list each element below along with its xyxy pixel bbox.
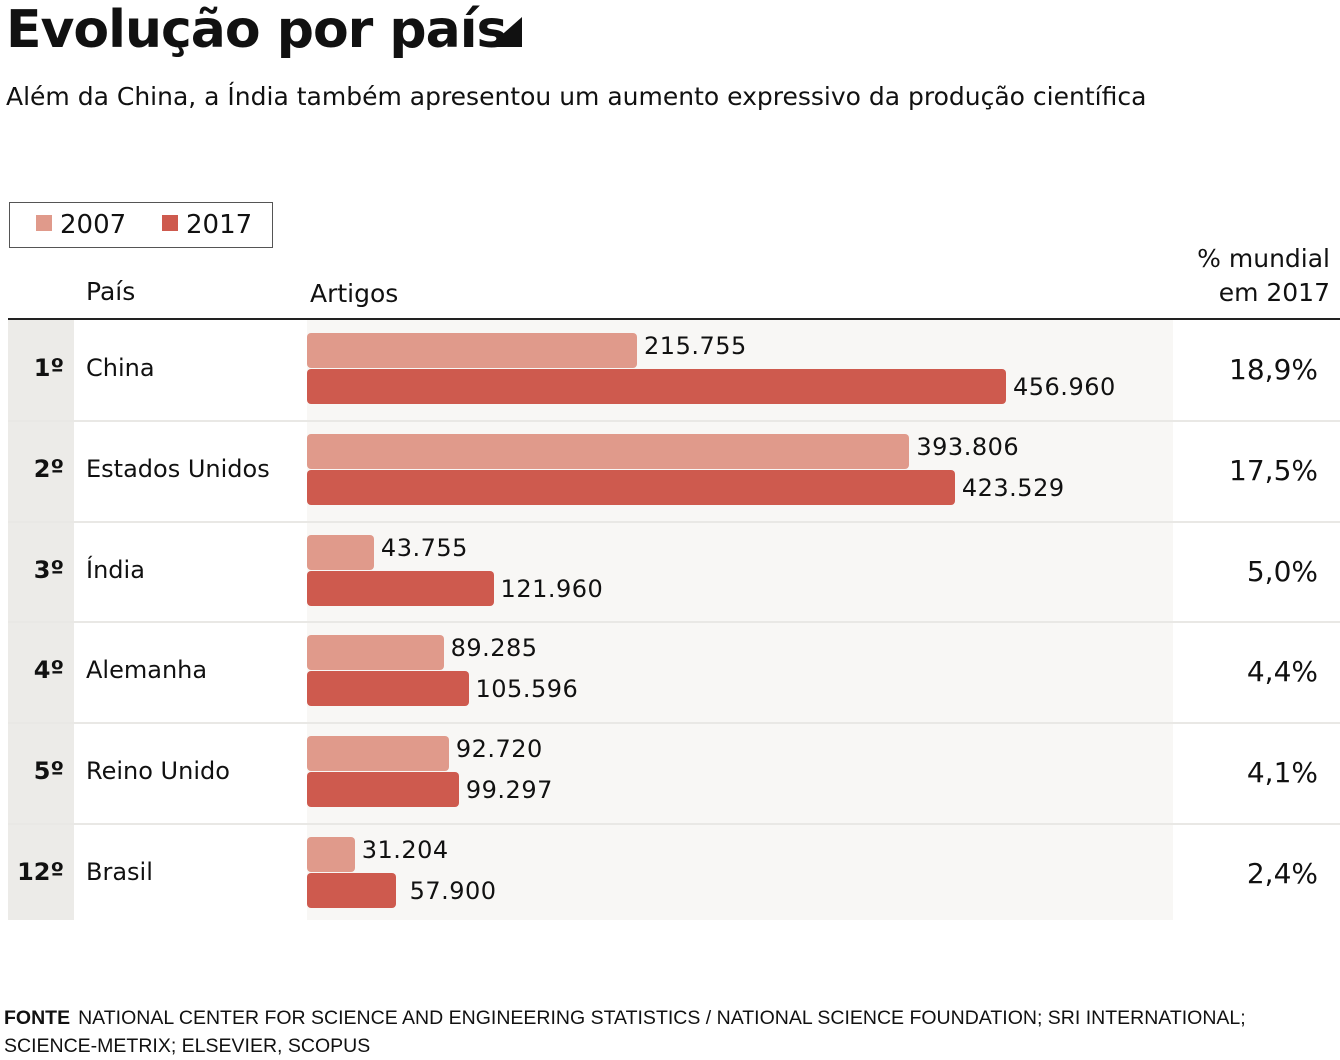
- legend: 2007 2017: [9, 202, 273, 248]
- legend-swatch-2007: [36, 215, 52, 231]
- value-label-2007: 43.755: [380, 533, 468, 562]
- table-row: 1º China 18,9% 215.755 456.960: [8, 320, 1340, 421]
- world-share-value: 4,4%: [1246, 655, 1318, 689]
- bar-2007: [307, 837, 355, 872]
- legend-item-2007: 2007: [36, 210, 126, 240]
- world-share-value: 17,5%: [1229, 453, 1318, 487]
- country-label: China: [86, 354, 155, 382]
- country-label: Estados Unidos: [86, 454, 270, 483]
- bar-2007: [307, 333, 638, 368]
- bar-2017: [307, 369, 1006, 404]
- legend-label-2007: 2007: [60, 210, 127, 240]
- table-row: 3º Índia 5,0% 43.755 121.960: [8, 522, 1340, 623]
- bar-2017: [307, 469, 955, 505]
- value-label-2007: 89.285: [450, 634, 538, 663]
- row-separator: [8, 520, 1340, 523]
- table-row: 5º Reino Unido 4,1% 92.720 99.297: [8, 723, 1340, 824]
- table-row: 12º Brasil 2,4% 31.204 57.900: [8, 824, 1340, 925]
- value-label-2017: 423.529: [961, 473, 1065, 502]
- rank-label: 4º: [33, 656, 64, 685]
- bar-2017: [307, 671, 469, 707]
- bar-2007: [307, 534, 374, 570]
- rank-label: 5º: [33, 757, 64, 786]
- world-share-value: 5,0%: [1246, 554, 1318, 588]
- header-world-share-line2: em 2017: [1218, 278, 1330, 307]
- header-world-share-line1: % mundial: [1197, 244, 1330, 273]
- value-label-2007: 215.755: [644, 332, 747, 360]
- source-label: FONTE: [4, 1007, 71, 1029]
- chart-title: Evolução por país: [6, 0, 508, 60]
- value-label-2007: 92.720: [455, 735, 543, 764]
- header-articles: Artigos: [310, 279, 399, 308]
- bar-2007: [307, 433, 910, 469]
- bar-2007: [307, 635, 444, 671]
- value-label-2017: 99.297: [465, 776, 553, 805]
- legend-label-2017: 2017: [186, 210, 253, 240]
- bar-2007: [307, 736, 449, 772]
- legend-swatch-2017: [162, 215, 178, 231]
- value-label-2017: 105.596: [475, 675, 579, 704]
- table-row: 4º Alemanha 4,4% 89.285 105.596: [8, 622, 1340, 723]
- table-row: 2º Estados Unidos 17,5% 393.806 423.529: [8, 421, 1340, 522]
- value-label-2017: 57.900: [409, 877, 497, 905]
- country-label: Brasil: [86, 858, 153, 886]
- header-country: País: [86, 277, 136, 306]
- world-share-value: 2,4%: [1246, 857, 1318, 890]
- rank-label: 3º: [33, 555, 64, 584]
- triangle-marker-icon: [488, 17, 522, 47]
- world-share-value: 18,9%: [1229, 353, 1318, 386]
- source-note: FONTE NATIONAL CENTER FOR SCIENCE AND ENG…: [4, 1004, 1324, 1060]
- bar-2017: [307, 570, 494, 606]
- bar-2017: [307, 873, 396, 908]
- legend-item-2017: 2017: [162, 210, 252, 240]
- value-label-2007: 31.204: [361, 836, 449, 864]
- world-share-value: 4,1%: [1246, 756, 1318, 790]
- row-separator: [8, 823, 1340, 825]
- source-text: NATIONAL CENTER FOR SCIENCE AND ENGINEER…: [4, 1007, 1246, 1057]
- value-label-2007: 393.806: [916, 432, 1020, 461]
- country-label: Reino Unido: [86, 757, 230, 786]
- header-rule: [8, 318, 1340, 320]
- rank-label: 1º: [33, 354, 64, 382]
- chart-subtitle: Além da China, a Índia também apresentou…: [6, 82, 1147, 111]
- row-separator: [8, 722, 1340, 725]
- bar-2017: [307, 772, 459, 808]
- rank-label: 2º: [33, 454, 64, 483]
- row-separator: [8, 621, 1340, 624]
- row-separator: [8, 419, 1340, 422]
- value-label-2017: 121.960: [500, 574, 604, 603]
- value-label-2017: 456.960: [1013, 373, 1116, 401]
- country-label: Índia: [86, 555, 145, 584]
- rank-label: 12º: [17, 858, 64, 886]
- country-label: Alemanha: [86, 656, 208, 685]
